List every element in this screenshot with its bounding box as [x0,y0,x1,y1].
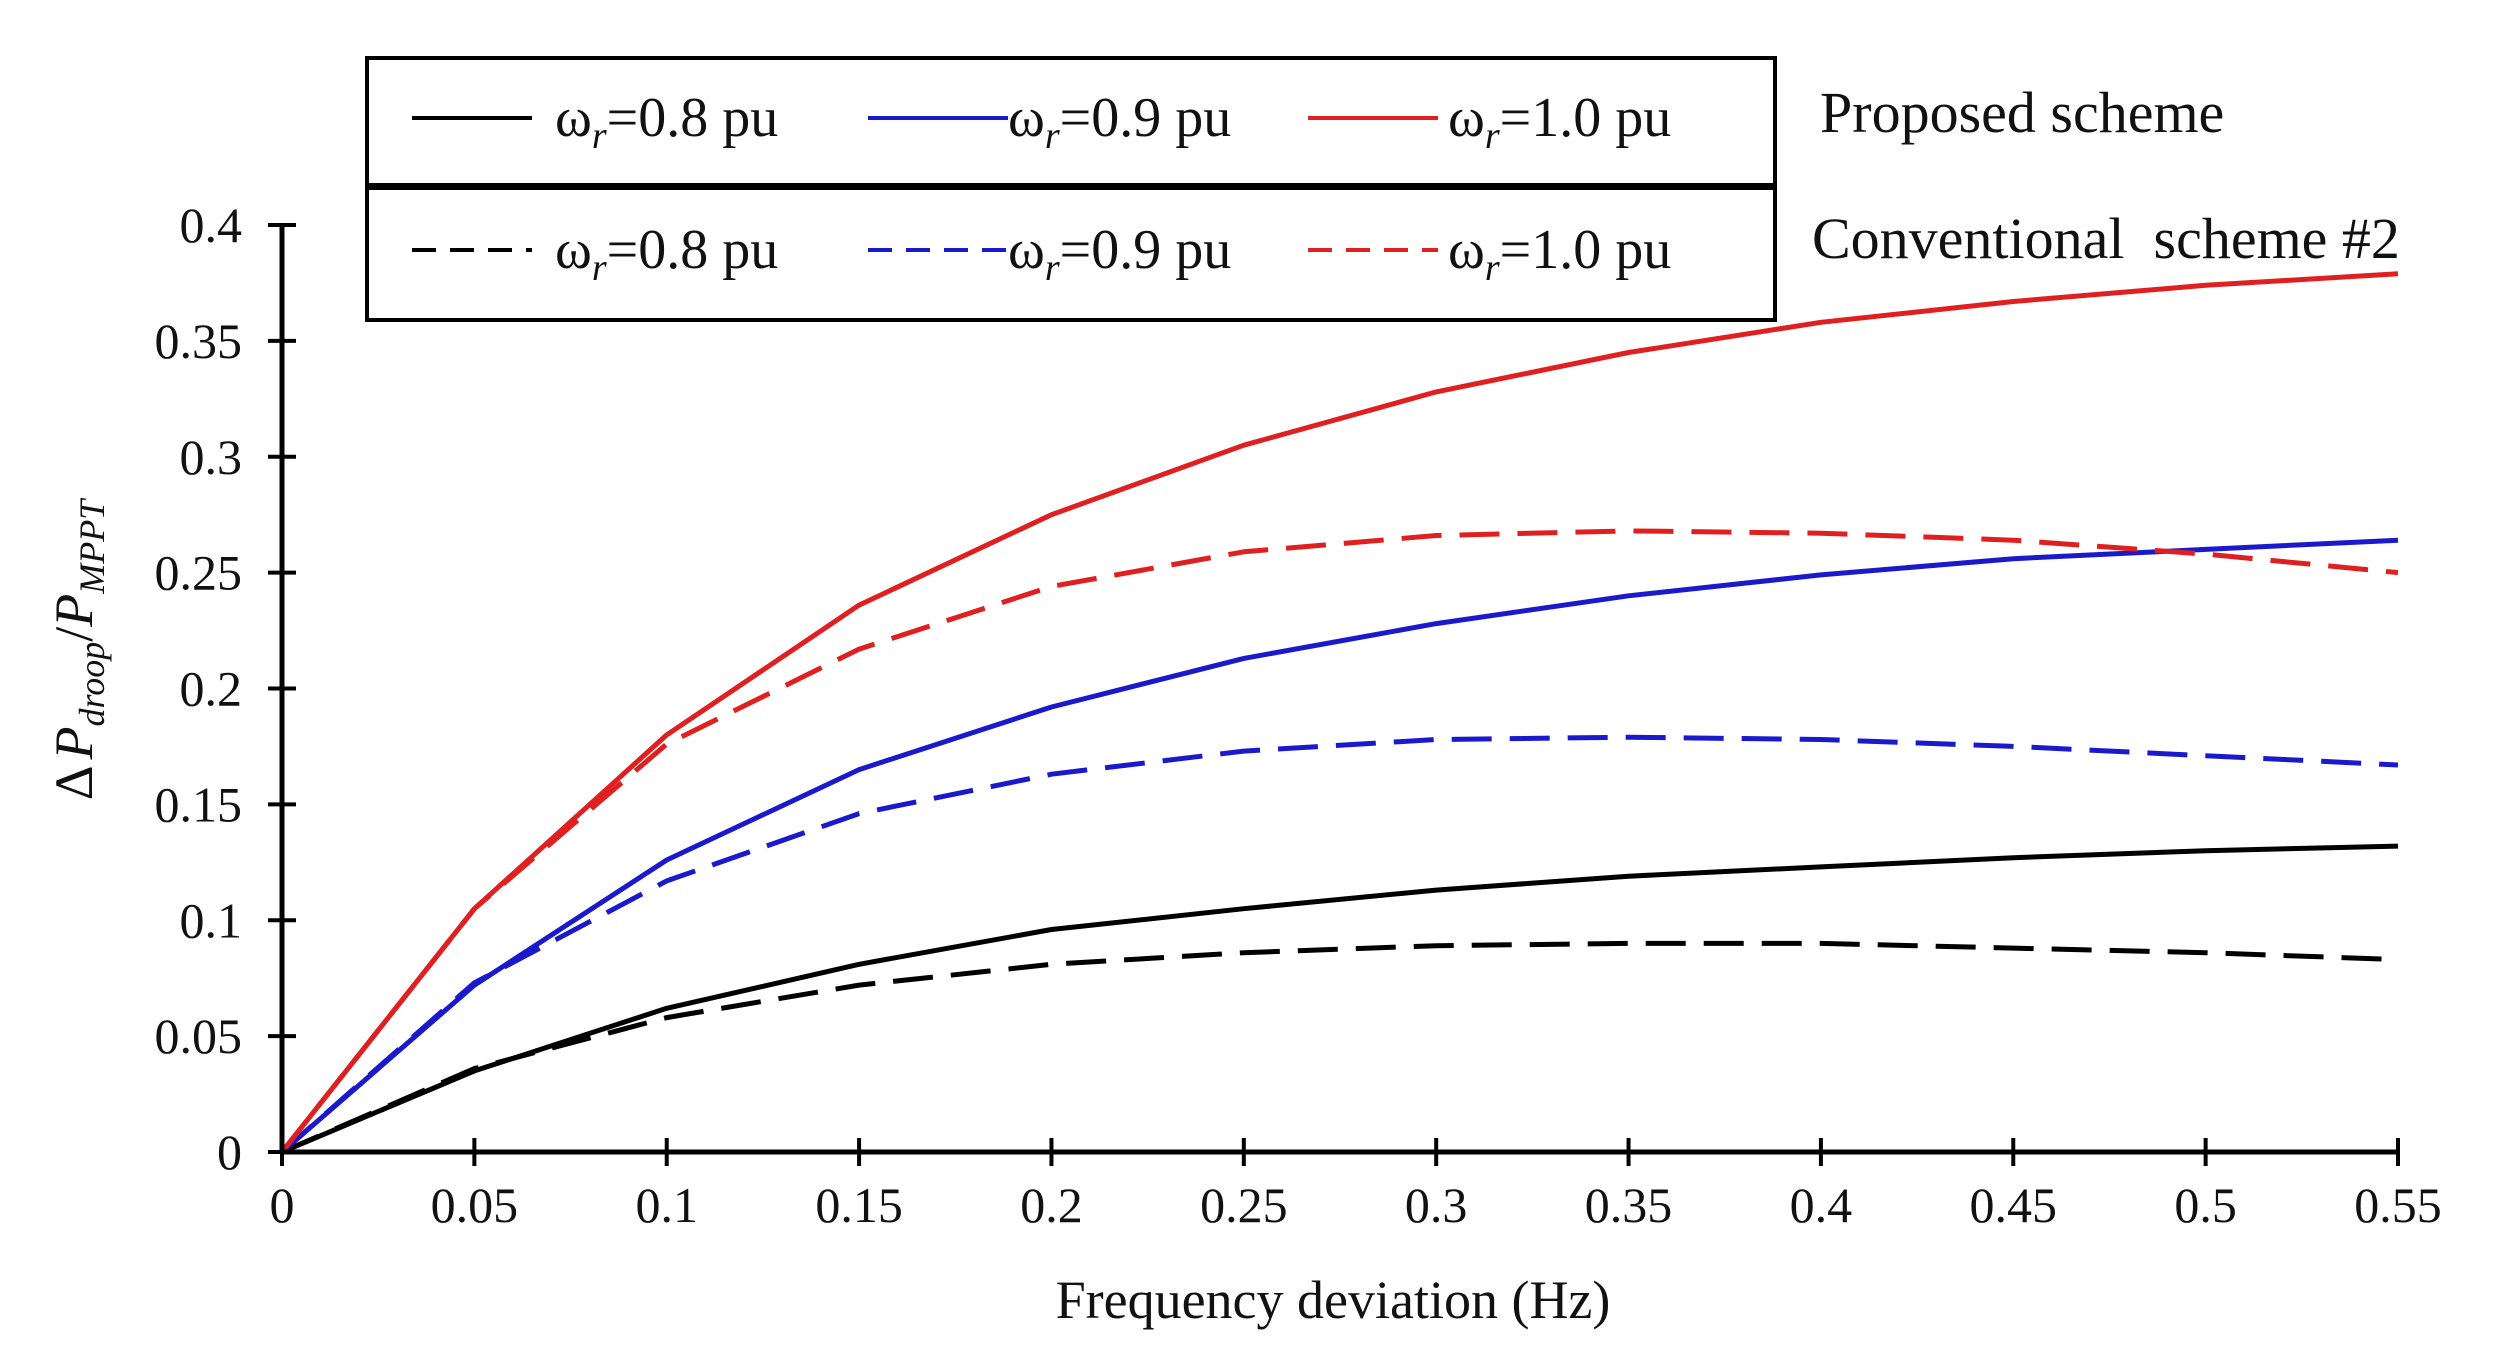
proposed-series-line-1 [280,537,2399,1154]
legend-entry-label: ωr=0.8 pu [555,87,778,157]
plot-lines [280,271,2399,1155]
y-tick-label: 0.4 [180,197,243,253]
conventional-series-line-0 [281,940,2399,1155]
legend-entry-label: ωr=0.9 pu [1008,87,1231,157]
x-axis-title: Frequency deviation (Hz) [1056,1270,1611,1330]
x-tick-label: 0.3 [1405,1177,1468,1233]
x-tick-label: 0.4 [1790,1177,1853,1233]
proposed-series-line-0 [281,843,2399,1155]
y-axis-title: ΔPdroop/PMPPT [44,497,112,800]
y-tick-label: 0.25 [155,545,243,601]
x-tick-label: 0.35 [1585,1177,1673,1233]
x-tick-label: 0.25 [1200,1177,1288,1233]
ticks: 0 0.05 0.1 0.15 0.2 0.25 0.3 0.35 0.4 0.45 0.5 0.55… [155,197,2442,1233]
y-tick-label: 0 [217,1124,242,1180]
legend-entry-label: ωr=1.0 pu [1448,87,1671,157]
legend-group-conventional: Conventional scheme #2 [1812,206,2400,271]
x-tick-label: 0.15 [815,1177,903,1233]
y-tick-label: 0.1 [180,892,243,948]
x-tick-label: 0.1 [635,1177,698,1233]
x-tick-label: 0 [270,1177,295,1233]
x-tick-label: 0.2 [1020,1177,1083,1233]
legend-entry-label: ωr=0.8 pu [555,219,778,289]
y-tick-label: 0.15 [155,776,243,832]
axes [279,225,2398,1155]
legend-box-conventional [365,186,1777,322]
legend-group-proposed: Proposed scheme [1820,80,2224,145]
proposed-series-line-2 [280,271,2399,1154]
x-tick-label: 0.05 [431,1177,519,1233]
y-tick-label: 0.2 [180,661,243,717]
y-tick-label: 0.05 [155,1008,243,1064]
legend-entry-label: ωr=1.0 pu [1448,219,1671,289]
x-tick-label: 0.5 [2174,1177,2237,1233]
y-tick-label: 0.35 [155,313,243,369]
x-tick-label: 0.55 [2354,1177,2442,1233]
conventional-series-line-1 [280,734,2399,1154]
x-tick-label: 0.45 [1970,1177,2058,1233]
legend: ωr=0.8 pu ωr=0.9 pu ωr=1.0 pu ωr=0.8 pu ωr=0… [365,56,2400,322]
legend-entry-label: ωr=0.9 pu [1008,219,1231,289]
legend-box-proposed [365,56,1777,187]
y-tick-label: 0.3 [180,429,243,485]
conventional-series-line-2 [280,528,2399,1154]
